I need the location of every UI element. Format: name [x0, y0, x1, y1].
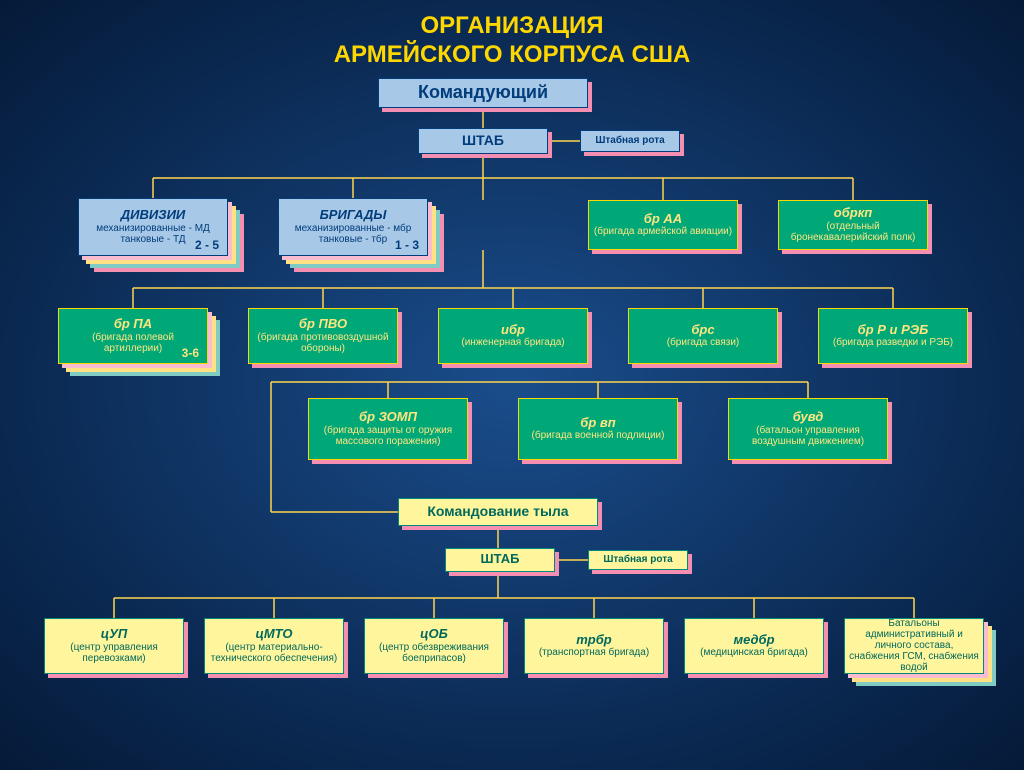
- title-line1: ОРГАНИЗАЦИЯ: [0, 12, 1024, 41]
- org-node: Штабная рота: [580, 130, 680, 152]
- org-node: БРИГАДЫмеханизированные - мбртанковые - …: [278, 198, 428, 256]
- org-node: ДИВИЗИИмеханизированные - МДтанковые - Т…: [78, 198, 228, 256]
- org-node: бр ПА(бригада полевой артиллерии)3-6: [58, 308, 208, 364]
- org-node: ШТАБ: [445, 548, 555, 572]
- org-node: обркп(отдельный бронекавалерийский полк): [778, 200, 928, 250]
- org-node: бр вп(бригада военной подлиции): [518, 398, 678, 460]
- org-node: медбр(медицинская бригада): [684, 618, 824, 674]
- org-node: брс(бригада связи): [628, 308, 778, 364]
- org-node: бр АА(бригада армейской авиации): [588, 200, 738, 250]
- org-node: бр ПВО(бригада противовоздушной обороны): [248, 308, 398, 364]
- org-node: Командование тыла: [398, 498, 598, 526]
- org-chart: Командующий ШТАБ Штабная рота ДИВИЗИИмехани…: [0, 70, 1024, 770]
- org-node: Батальоны административный и личного сос…: [844, 618, 984, 674]
- org-node: бр ЗОМП(бригада защиты от оружия массово…: [308, 398, 468, 460]
- org-node: ибр(инженерная бригада): [438, 308, 588, 364]
- org-node: ШТАБ: [418, 128, 548, 154]
- org-node: цОБ(центр обезвреживания боеприпасов): [364, 618, 504, 674]
- org-node: бр Р и РЭБ(бригада разведки и РЭБ): [818, 308, 968, 364]
- title-line2: АРМЕЙСКОГО КОРПУСА США: [0, 41, 1024, 70]
- org-node: Командующий: [378, 78, 588, 108]
- org-node: цУП(центр управления перевозками): [44, 618, 184, 674]
- org-node: цМТО(центр материально-технического обес…: [204, 618, 344, 674]
- org-node: Штабная рота: [588, 550, 688, 570]
- org-node: трбр(транспортная бригада): [524, 618, 664, 674]
- org-node: бувд(батальон управления воздушным движе…: [728, 398, 888, 460]
